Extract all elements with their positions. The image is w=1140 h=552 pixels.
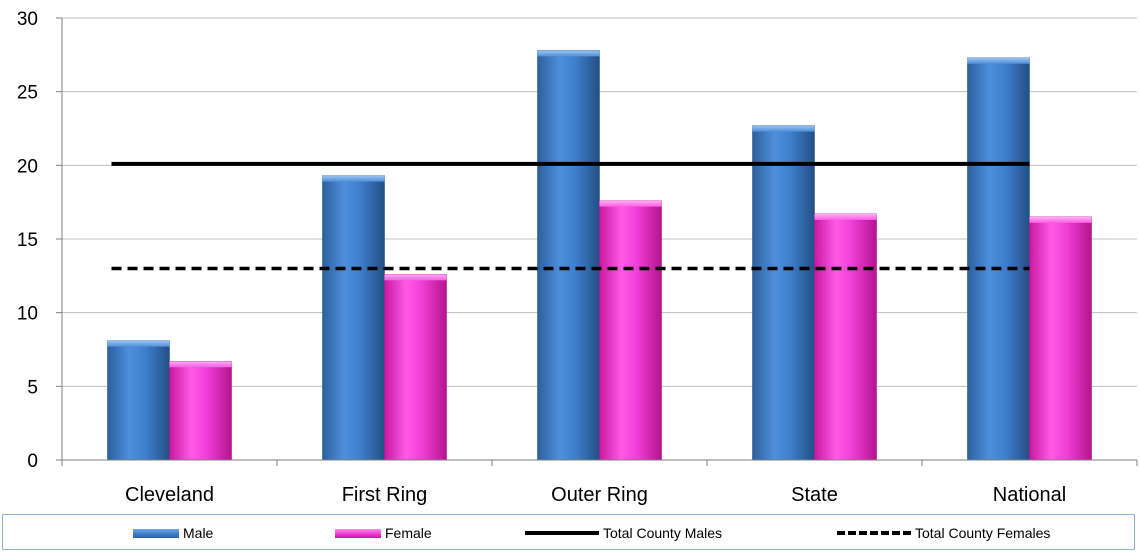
bar-body: [107, 340, 170, 461]
y-tick-label: 10: [17, 304, 38, 325]
bar-female: [599, 200, 662, 461]
legend-swatch-female: [335, 528, 381, 538]
bar-female: [1029, 216, 1092, 461]
bar-male: [537, 50, 600, 461]
y-axis-tick-labels: 0 5 10 15 20 25 30: [17, 9, 62, 472]
x-axis-tick-labels: Cleveland First Ring Outer Ring State Nation…: [125, 484, 1066, 506]
bar-body: [537, 50, 600, 461]
bar-marks: [107, 50, 1092, 461]
bar-cap: [107, 340, 170, 347]
bar-body: [599, 200, 662, 461]
legend-swatch-male: [133, 528, 179, 538]
x-tick-label: National: [993, 484, 1066, 506]
bar-female: [814, 213, 877, 461]
legend-item-male: Male: [133, 515, 213, 551]
legend-label-total-county-females: Total County Females: [915, 525, 1051, 541]
bar-body: [752, 125, 815, 461]
x-tick-label: First Ring: [342, 484, 428, 506]
bar-body: [384, 274, 447, 461]
bar-cap: [537, 50, 600, 57]
bar-female: [384, 274, 447, 461]
x-axis: [61, 18, 1138, 466]
bar-cap: [1029, 216, 1092, 223]
bar-cap: [384, 274, 447, 281]
legend-swatch-total-county-females: [837, 531, 911, 535]
x-tick-label: State: [791, 484, 838, 506]
legend-swatch-total-county-males: [525, 531, 599, 535]
bar-cap: [169, 361, 232, 368]
bar-cap: [814, 213, 877, 220]
legend-label-female: Female: [385, 525, 432, 541]
legend-item-total-county-males: Total County Males: [525, 515, 722, 551]
bar-cap: [322, 175, 385, 182]
bar-cap: [599, 200, 662, 207]
y-tick-label: 30: [17, 9, 38, 30]
bar-male: [322, 175, 385, 461]
y-tick-label: 15: [17, 230, 38, 251]
legend-item-female: Female: [335, 515, 432, 551]
bar-male: [107, 340, 170, 461]
legend-item-total-county-females: Total County Females: [837, 515, 1050, 551]
chart: 0 5 10 15 20 25 30 Cleveland First Ring Outer Ri…: [17, 9, 1138, 506]
y-tick-label: 5: [27, 377, 38, 398]
legend: Male Female Total County Males Total Cou…: [2, 514, 1135, 550]
x-tick-label: Outer Ring: [551, 484, 648, 506]
bar-body: [1029, 216, 1092, 461]
y-tick-label: 0: [27, 451, 38, 472]
y-tick-label: 20: [17, 156, 38, 177]
bar-male: [752, 125, 815, 461]
bar-female: [169, 360, 232, 461]
bar-body: [967, 57, 1030, 461]
bar-body: [814, 213, 877, 461]
bar-male: [967, 57, 1030, 461]
reference-lines: [111, 161, 1030, 271]
bar-cap: [752, 125, 815, 132]
legend-label-total-county-males: Total County Males: [603, 525, 723, 541]
bar-cap: [967, 57, 1030, 64]
legend-label-male: Male: [183, 525, 214, 541]
x-tick-label: Cleveland: [125, 484, 214, 506]
bar-body: [322, 175, 385, 461]
bar-body: [169, 360, 232, 461]
y-tick-label: 25: [17, 83, 38, 104]
